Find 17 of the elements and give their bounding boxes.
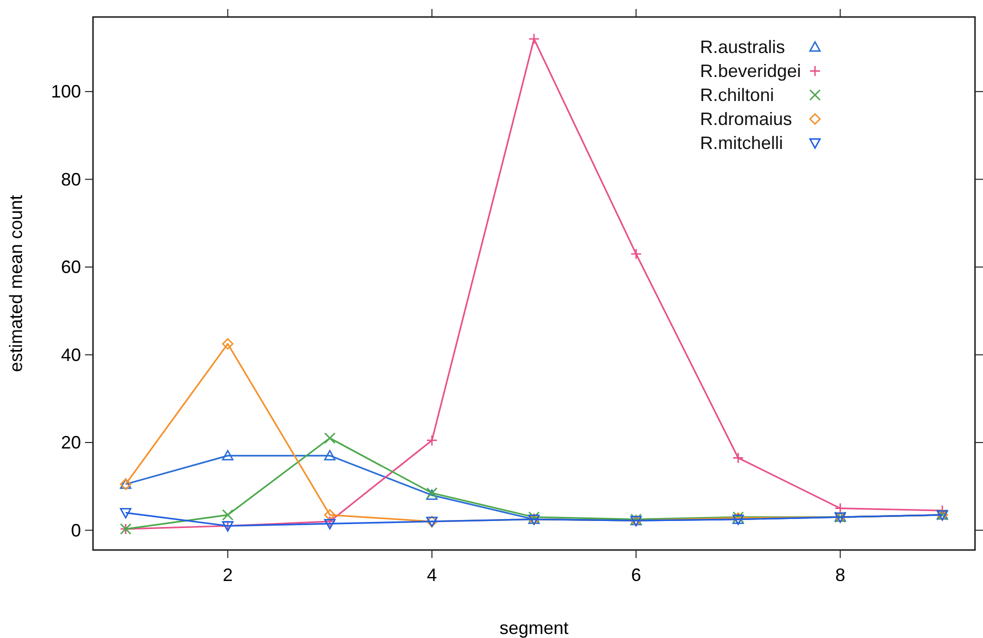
y-tick-label: 20 <box>60 432 81 453</box>
y-axis-title: estimated mean count <box>6 194 26 372</box>
legend-label: R.chiltoni <box>700 85 774 105</box>
legend-label: R.australis <box>700 37 786 57</box>
x-axis-title: segment <box>499 618 569 638</box>
x-tick-label: 8 <box>835 565 846 585</box>
x-tick-label: 2 <box>222 565 233 585</box>
x-tick-label: 6 <box>631 565 642 585</box>
legend-label: R.dromaius <box>700 109 792 129</box>
y-tick-label: 40 <box>60 344 81 365</box>
legend-label: R.beveridgei <box>700 61 802 81</box>
y-tick-label: 0 <box>70 520 81 540</box>
y-tick-label: 60 <box>60 257 81 278</box>
legend-label: R.mitchelli <box>700 133 784 153</box>
x-tick-label: 4 <box>426 565 437 585</box>
y-tick-label: 80 <box>60 169 81 190</box>
y-tick-label: 100 <box>50 82 81 102</box>
